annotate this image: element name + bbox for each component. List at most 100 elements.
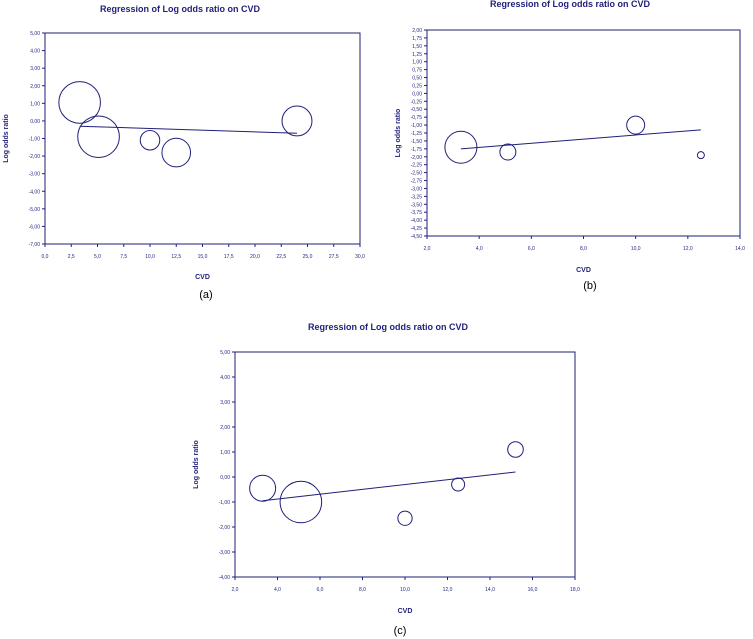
data-point-bubble xyxy=(279,480,323,524)
x-tick-label: 30,0 xyxy=(355,254,365,260)
x-tick-label: 22,5 xyxy=(276,254,286,260)
y-tick-label: -2,00 xyxy=(411,155,423,161)
y-tick-label: 0,00 xyxy=(220,475,230,481)
chart-title: Regression of Log odds ratio on CVD xyxy=(490,0,651,9)
data-point-bubble xyxy=(58,81,101,124)
x-tick-label: 20,0 xyxy=(250,254,260,260)
x-tick-label: 18,0 xyxy=(570,587,580,593)
y-tick-label: -4,00 xyxy=(411,218,423,224)
x-tick-label: 17,5 xyxy=(224,254,234,260)
y-tick-label: 4,00 xyxy=(30,49,40,55)
x-tick-label: 2,0 xyxy=(232,587,239,593)
data-point-bubble xyxy=(444,130,478,164)
data-point-bubble xyxy=(696,151,705,160)
y-tick-label: -3,50 xyxy=(411,202,423,208)
y-tick-label: -5,00 xyxy=(29,207,41,213)
data-point-bubble xyxy=(139,130,161,151)
y-tick-label: -3,00 xyxy=(219,550,231,556)
x-axis-label: CVD xyxy=(576,267,591,274)
x-tick-label: 8,0 xyxy=(580,246,587,252)
y-axis-label: Log odds ratio xyxy=(3,114,10,163)
x-tick-label: 7,5 xyxy=(120,254,127,260)
y-tick-label: -1,50 xyxy=(411,139,423,145)
regression-line xyxy=(79,125,298,134)
y-tick-label: 0,50 xyxy=(412,76,422,82)
y-tick-label: -3,00 xyxy=(411,186,423,192)
y-tick-label: -4,50 xyxy=(411,234,423,240)
data-point-bubble xyxy=(161,137,192,168)
data-point-bubble xyxy=(397,510,413,526)
chart-b: Regression of Log odds ratio on CVD 2,00 1… xyxy=(395,0,745,292)
x-axis-label: CVD xyxy=(398,608,413,615)
y-tick-label: 5,00 xyxy=(220,350,230,356)
x-tick-label: 5,0 xyxy=(94,254,101,260)
y-tick-label: -0,25 xyxy=(411,99,423,105)
y-tick-label: 5,00 xyxy=(30,31,40,37)
x-tick-label: 10,0 xyxy=(400,587,410,593)
x-tick-label: 16,0 xyxy=(528,587,538,593)
y-tick-label: -3,75 xyxy=(411,210,423,216)
y-tick-label: -3,00 xyxy=(29,172,41,178)
y-tick-label: -2,75 xyxy=(411,179,423,185)
y-tick-label: -4,25 xyxy=(411,226,423,232)
x-tick-label: 12,0 xyxy=(443,587,453,593)
data-point-bubble xyxy=(499,143,517,161)
plot-frame xyxy=(426,29,741,237)
x-tick-label: 4,0 xyxy=(476,246,483,252)
y-tick-label: -1,00 xyxy=(219,500,231,506)
y-tick-label: -1,00 xyxy=(29,137,41,143)
y-tick-label: -4,00 xyxy=(29,189,41,195)
x-tick-label: 12,5 xyxy=(171,254,181,260)
chart-title: Regression of Log odds ratio on CVD xyxy=(308,322,469,332)
x-tick-label: 14,0 xyxy=(735,246,745,252)
y-tick-label: -0,75 xyxy=(411,115,423,121)
y-axis-label: Log odds ratio xyxy=(193,440,200,489)
plot-frame xyxy=(234,351,576,578)
y-tick-label: -2,00 xyxy=(219,525,231,531)
y-tick-label: -7,00 xyxy=(29,242,41,248)
y-tick-label: 2,00 xyxy=(220,425,230,431)
x-tick-label: 0,0 xyxy=(42,254,49,260)
x-tick-label: 25,0 xyxy=(303,254,313,260)
x-tick-label: 4,0 xyxy=(274,587,281,593)
y-tick-label: 3,00 xyxy=(220,400,230,406)
chart-a: Regression of Log odds ratio on CVD 5,00 4… xyxy=(3,4,365,301)
y-tick-label: 3,00 xyxy=(30,66,40,72)
y-tick-label: -1,00 xyxy=(411,123,423,129)
y-tick-label: -4,00 xyxy=(219,575,231,581)
x-tick-label: 27,5 xyxy=(329,254,339,260)
y-tick-label: 1,00 xyxy=(412,60,422,66)
x-tick-label: 10,0 xyxy=(631,246,641,252)
y-tick-label: 1,75 xyxy=(412,36,422,42)
data-point-bubble xyxy=(451,477,466,492)
y-tick-label: 1,00 xyxy=(30,101,40,107)
x-tick-label: 10,0 xyxy=(145,254,155,260)
y-tick-label: 1,25 xyxy=(412,52,422,58)
data-point-bubble xyxy=(281,105,313,137)
x-tick-label: 12,0 xyxy=(683,246,693,252)
chart-title: Regression of Log odds ratio on CVD xyxy=(100,4,261,14)
chart-c: Regression of Log odds ratio on CVD 5,00 4… xyxy=(193,322,580,637)
data-point-bubble xyxy=(507,441,524,458)
y-axis-label: Log odds ratio xyxy=(395,109,402,158)
regression-line xyxy=(460,129,701,150)
y-tick-label: -2,00 xyxy=(29,154,41,160)
x-tick-label: 2,5 xyxy=(68,254,75,260)
y-tick-label: 0,25 xyxy=(412,83,422,89)
y-tick-label: 2,00 xyxy=(30,84,40,90)
y-tick-label: 0,75 xyxy=(412,68,422,74)
y-tick-label: -0,50 xyxy=(411,107,423,113)
y-tick-label: -6,00 xyxy=(29,224,41,230)
y-tick-label: 4,00 xyxy=(220,375,230,381)
panel-caption: (b) xyxy=(583,280,596,292)
panel-caption: (c) xyxy=(394,625,407,637)
y-tick-label: -2,50 xyxy=(411,171,423,177)
y-tick-label: 1,50 xyxy=(412,44,422,50)
y-tick-label: 0,00 xyxy=(30,119,40,125)
data-point-bubble xyxy=(77,115,120,159)
x-tick-label: 6,0 xyxy=(317,587,324,593)
y-tick-label: 1,00 xyxy=(220,450,230,456)
y-tick-label: -1,25 xyxy=(411,131,423,137)
y-tick-label: 2,00 xyxy=(412,28,422,34)
